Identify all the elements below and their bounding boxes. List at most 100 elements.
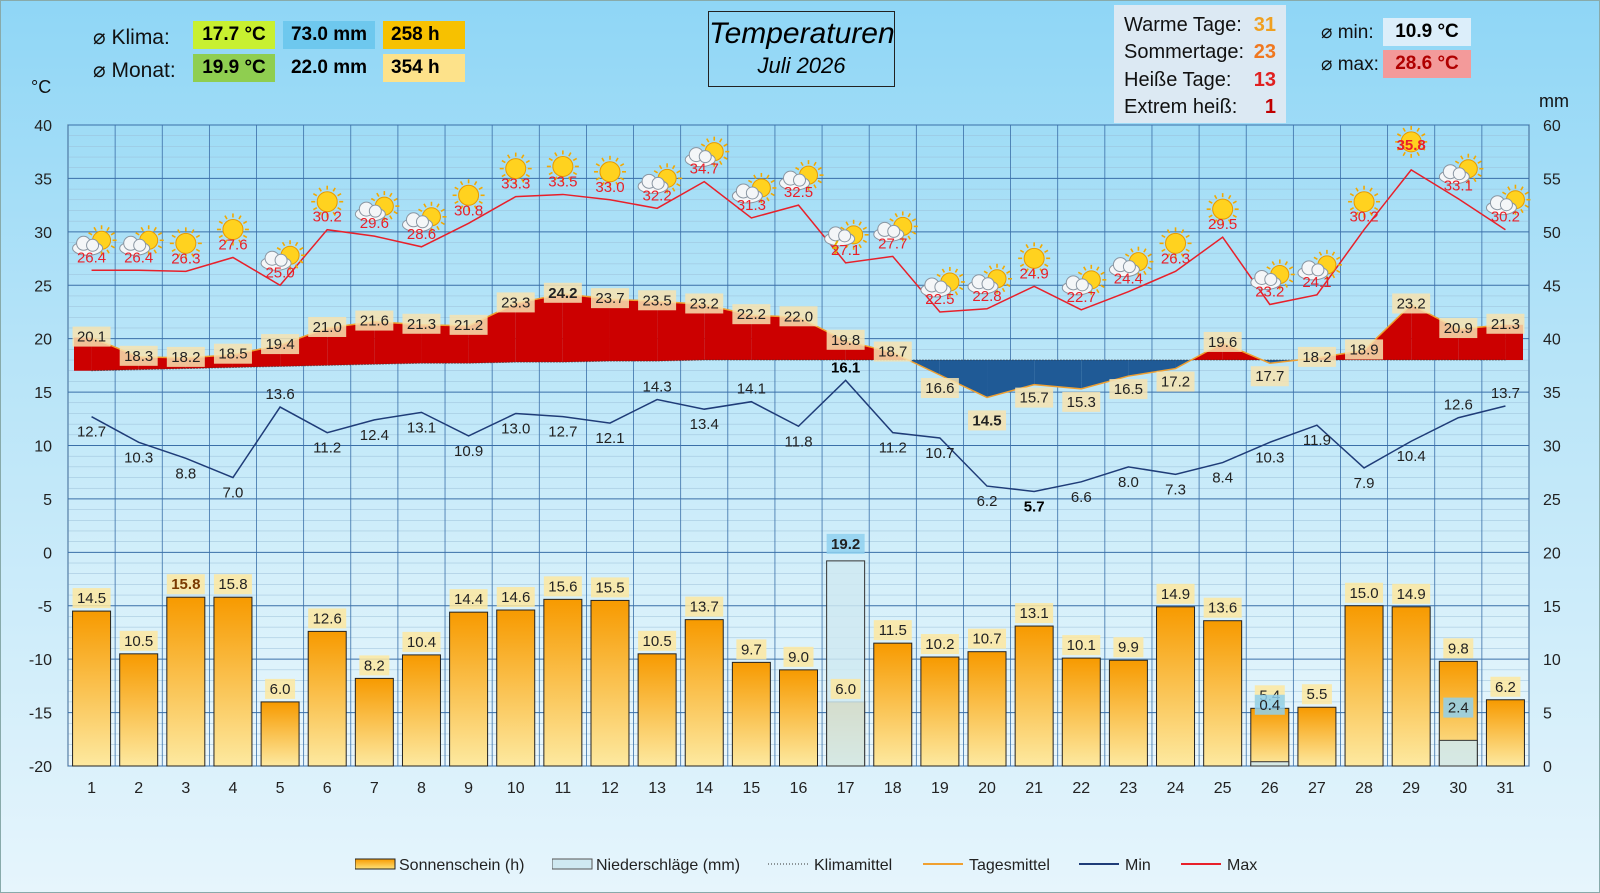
sun-ray (332, 187, 336, 192)
sun-ray (1006, 270, 1011, 274)
sun-ray (1006, 283, 1011, 287)
x-tick-label: 12 (601, 780, 619, 797)
sun-ray (171, 248, 176, 253)
sun-ray (195, 234, 201, 239)
max-label: 25.0 (265, 264, 294, 281)
sun-ray (177, 253, 181, 258)
sun-ray (795, 166, 800, 171)
sun-ray (1288, 279, 1294, 283)
tagesmittel-label-bg (1392, 293, 1431, 314)
sun-ray (1001, 265, 1006, 270)
y-left-tick-label: -5 (38, 599, 52, 616)
tagesmittel-label-bg (402, 313, 441, 334)
min-label: 6.6 (1071, 489, 1092, 506)
cloud-puff (793, 173, 806, 187)
sun-label-bg (166, 574, 205, 595)
sun-label: 9.0 (788, 649, 809, 666)
max-label: 22.8 (972, 288, 1001, 305)
stat-value-extreme: 1 (1264, 96, 1276, 118)
min-label: ⌀ min: (1321, 22, 1374, 43)
sun-ray (619, 177, 625, 181)
chart-title: Temperaturen (709, 17, 895, 50)
legend-rain-label: Niederschläge (mm) (596, 857, 741, 874)
sun-ray (1318, 251, 1323, 256)
sun-ray (276, 247, 281, 251)
rain-bar (1250, 761, 1290, 767)
min-label: 12.7 (77, 424, 106, 441)
min-label: 8.0 (1118, 474, 1139, 491)
sun-ray (706, 138, 710, 143)
sun-ray (1336, 269, 1341, 274)
tagesmittel-label: 17.7 (1255, 368, 1284, 385)
max-label: 24.4 (1114, 271, 1143, 288)
sun-label-bg (685, 596, 724, 617)
sun-ray (1227, 194, 1232, 200)
sun-ray (1147, 266, 1152, 270)
sun-label: 10.5 (643, 633, 672, 650)
weather-icon-cloud-sun (401, 201, 447, 233)
sun-label: 9.8 (1448, 640, 1469, 657)
sun-bar (779, 669, 818, 767)
sun-ray (1039, 268, 1043, 273)
sun-ray (1502, 191, 1507, 195)
warm-area (609, 299, 658, 362)
sun-ray (1396, 133, 1402, 137)
tagesmittel-label: 23.3 (501, 294, 530, 311)
sun-ray (1284, 261, 1288, 266)
sun-ray (88, 232, 93, 236)
max-label: 32.5 (784, 184, 813, 201)
min-label: 12.7 (548, 424, 577, 441)
sun-ray (106, 249, 110, 254)
min-line (91, 379, 1506, 493)
weather-icon-sun (1395, 125, 1428, 158)
cloud-icon (824, 226, 856, 247)
sun-ray (171, 234, 176, 239)
sun-ray (1396, 147, 1402, 151)
y-right-tick-label: 15 (1543, 599, 1561, 616)
sun-ray (753, 174, 757, 179)
sun-ray (1271, 261, 1275, 266)
x-tick-label: 6 (323, 780, 332, 797)
cloud-icon (920, 277, 952, 298)
sun-ray (1100, 284, 1105, 289)
sun-ray (1180, 253, 1185, 258)
min-label: 13.1 (407, 419, 436, 436)
sun-ray (1507, 186, 1511, 191)
sun-ray (911, 231, 917, 235)
x-tick-label: 4 (228, 780, 237, 797)
sun-ray (195, 248, 201, 253)
sun-ray (676, 170, 681, 174)
legend-min-swatch (1079, 857, 1121, 876)
sun-label-bg (1490, 676, 1521, 697)
sun-ray (653, 170, 658, 174)
sun-ray (1355, 211, 1359, 216)
sun-icon (169, 227, 202, 260)
sun-ray (1473, 155, 1477, 160)
sun-ray (894, 213, 898, 218)
sun-ray (1369, 211, 1373, 216)
sun-ray (157, 232, 163, 236)
cool-area (939, 360, 988, 398)
sun-ray (1331, 251, 1336, 256)
max-label: 26.3 (171, 250, 200, 267)
sun-ray (676, 183, 681, 187)
min-label: 10.7 (925, 445, 954, 462)
tagesmittel-label-bg (213, 343, 252, 364)
tagesmittel-label: 23.2 (1397, 295, 1426, 312)
stat-label-summer: Sommertage: (1124, 41, 1245, 63)
sun-ray (1025, 244, 1029, 249)
rain-label: 2.4 (1448, 700, 1469, 717)
tagesmittel-label: 23.2 (690, 295, 719, 312)
sun-ray (393, 197, 398, 202)
x-tick-label: 18 (884, 780, 902, 797)
x-tick-label: 7 (370, 780, 379, 797)
sun-label: 15.0 (1349, 585, 1378, 602)
y-left-tick-label: 25 (34, 278, 52, 295)
monat-sun-chip: 354 h (383, 54, 465, 82)
sun-label-bg (359, 655, 390, 676)
sun-label-bg (402, 631, 441, 652)
tagesmittel-label-bg (1297, 346, 1336, 367)
sun-ray (1416, 151, 1420, 157)
sun-bar (1250, 707, 1290, 767)
sun-ray (595, 177, 600, 181)
